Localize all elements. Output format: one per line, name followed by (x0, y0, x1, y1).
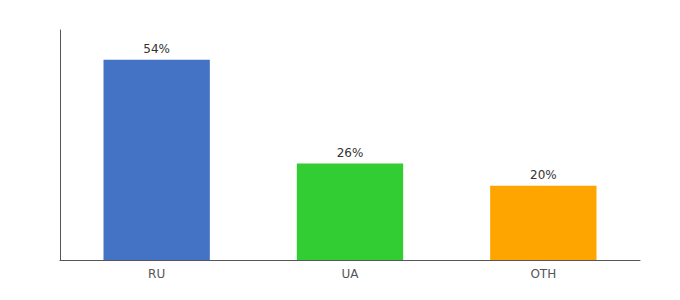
svg-text:RU: RU (148, 267, 165, 281)
svg-text:26%: 26% (337, 146, 364, 160)
svg-text:OTH: OTH (530, 267, 556, 281)
svg-text:54%: 54% (143, 42, 170, 56)
svg-text:20%: 20% (530, 168, 557, 182)
svg-text:UA: UA (342, 267, 360, 281)
